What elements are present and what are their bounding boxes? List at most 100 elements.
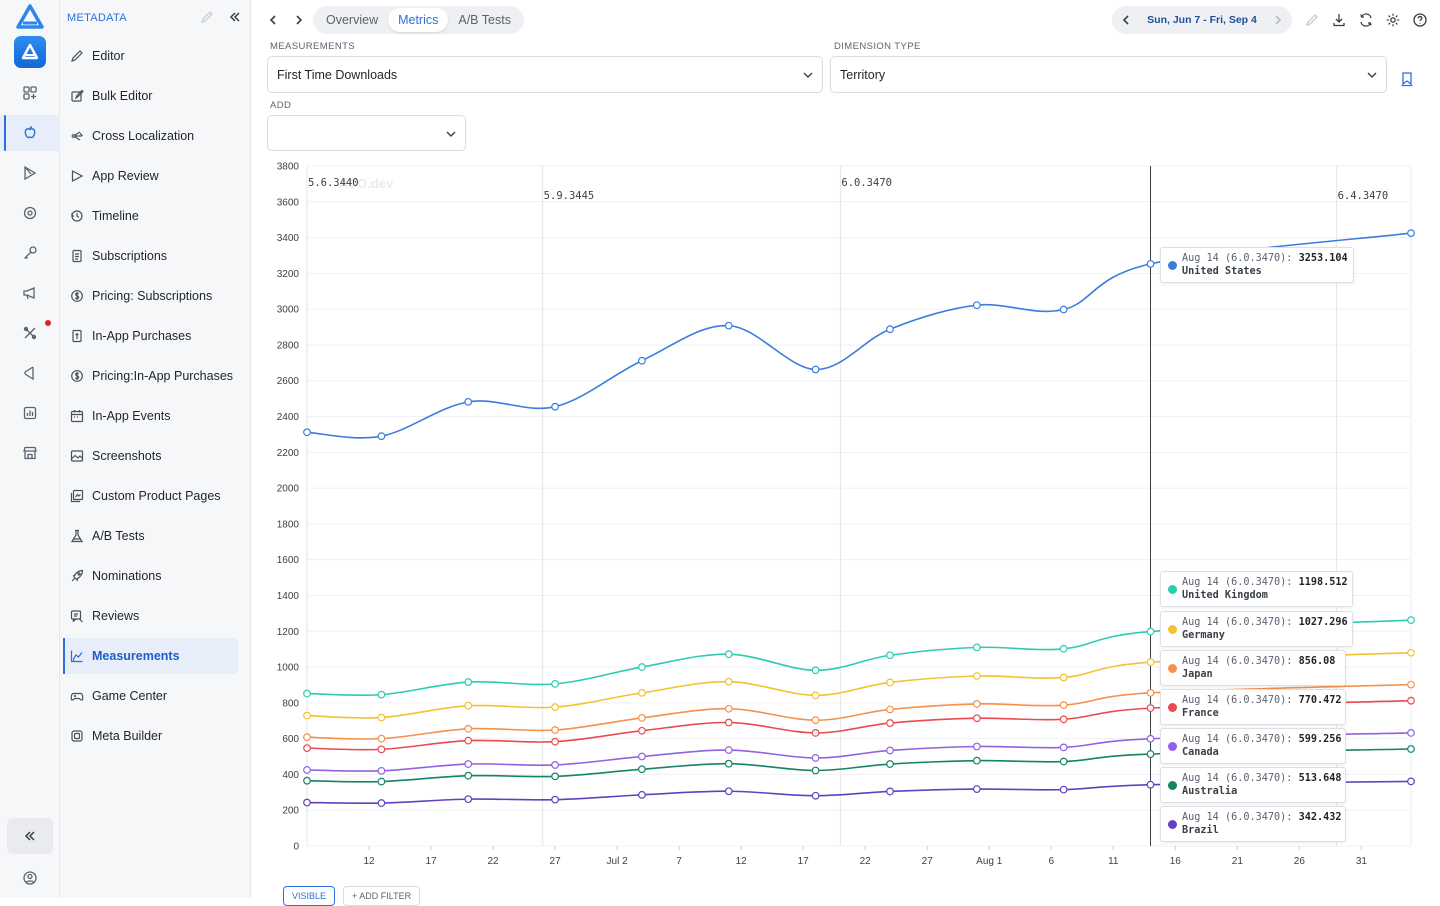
- sidebar-item-in-app-events[interactable]: In-App Events: [64, 398, 238, 434]
- tab-metrics[interactable]: Metrics: [388, 8, 449, 32]
- sidebar-item-label: In-App Events: [92, 409, 171, 423]
- x-tick-label: 22: [860, 856, 872, 867]
- sidebar-item-label: Timeline: [92, 209, 139, 223]
- sidebar-item-editor[interactable]: Editor: [64, 38, 238, 74]
- date-range-picker[interactable]: Sun, Jun 7 - Fri, Sep 4: [1112, 6, 1292, 34]
- dimension-type-label: DIMENSION TYPE: [834, 41, 921, 52]
- sidebar-header: METADATA: [67, 12, 127, 24]
- sidebar-item-app-review[interactable]: App Review: [64, 158, 238, 194]
- bookmark-icon[interactable]: [1400, 71, 1414, 87]
- menu-item-icon: [71, 170, 84, 182]
- visible-filter-button[interactable]: VISIBLE: [283, 886, 336, 906]
- y-tick-label: 200: [282, 806, 299, 817]
- apple-icon[interactable]: [0, 115, 60, 151]
- sidebar-item-meta-builder[interactable]: Meta Builder: [64, 718, 238, 754]
- sidebar-item-pricing-in-app-purchases[interactable]: Pricing:In-App Purchases: [64, 358, 238, 394]
- data-point: [377, 799, 386, 807]
- data-point: [464, 724, 473, 733]
- google-play-icon[interactable]: [0, 155, 60, 191]
- data-point: [377, 745, 386, 754]
- tab-ab-tests[interactable]: A/B Tests: [458, 13, 511, 27]
- megaphone-icon[interactable]: [0, 275, 60, 311]
- data-point: [1407, 648, 1415, 657]
- app-store-icon[interactable]: [14, 36, 46, 68]
- add-label: ADD: [270, 100, 292, 111]
- sidebar-item-game-center[interactable]: Game Center: [64, 678, 238, 714]
- sidebar-item-timeline[interactable]: Timeline: [64, 198, 238, 234]
- apps-grid-icon[interactable]: [0, 75, 60, 111]
- data-point: [724, 677, 733, 686]
- data-point: [638, 726, 646, 735]
- data-point: [972, 672, 981, 680]
- measurements-select[interactable]: First Time Downloads: [267, 56, 823, 93]
- previous-period-icon[interactable]: [1120, 14, 1132, 26]
- data-point: [886, 651, 894, 660]
- vscode-icon[interactable]: [0, 355, 60, 391]
- version-label: 6.0.3470: [841, 177, 892, 189]
- settings-gear-icon[interactable]: [1385, 12, 1401, 28]
- data-point: [1059, 785, 1068, 794]
- pencil-icon[interactable]: [200, 10, 214, 24]
- tooltip-united-states: Aug 14 (6.0.3470): 3253.104 United States: [1160, 247, 1354, 283]
- tooltip-version: 6.0.3470: [1231, 773, 1281, 784]
- y-tick-label: 3800: [277, 162, 300, 173]
- data-point: [811, 691, 820, 700]
- account-icon[interactable]: [0, 860, 60, 896]
- radar-icon[interactable]: [0, 195, 60, 231]
- edit-icon[interactable]: [1304, 12, 1320, 28]
- data-point: [724, 759, 733, 768]
- sidebar-item-cross-localization[interactable]: Cross Localization: [64, 118, 238, 154]
- forward-arrow-icon[interactable]: [289, 10, 309, 30]
- data-point: [551, 737, 559, 746]
- tooltip-date: Aug 14: [1182, 253, 1219, 264]
- collapse-sidebar-icon[interactable]: [228, 10, 242, 24]
- measurements-chart: 0 200 400 600 800 1000 1200 1400 1600 1800 2000 220…: [251, 152, 1440, 882]
- help-icon[interactable]: [1412, 12, 1428, 28]
- tooltip-value: 1027.296: [1298, 617, 1348, 628]
- sidebar-item-custom-product-pages[interactable]: Custom Product Pages: [64, 478, 238, 514]
- y-tick-label: 2400: [277, 412, 300, 423]
- sidebar-item-bulk-editor[interactable]: Bulk Editor: [64, 78, 238, 114]
- tooltip-country: Australia: [1182, 786, 1238, 797]
- x-tick-label: 12: [736, 856, 748, 867]
- refresh-icon[interactable]: [1358, 12, 1374, 28]
- sidebar-item-label: Subscriptions: [92, 249, 168, 263]
- tab-overview[interactable]: Overview: [326, 13, 379, 27]
- sidebar-item-screenshots[interactable]: Screenshots: [64, 438, 238, 474]
- sidebar-item-measurements[interactable]: Measurements: [63, 638, 238, 674]
- view-tabs: Overview Metrics A/B Tests: [313, 6, 524, 34]
- download-icon[interactable]: [1331, 12, 1347, 28]
- sidebar-item-pricing-subscriptions[interactable]: Pricing: Subscriptions: [64, 278, 238, 314]
- dimension-type-select[interactable]: Territory: [830, 56, 1387, 93]
- sidebar-item-nominations[interactable]: Nominations: [64, 558, 238, 594]
- data-point: [551, 703, 559, 712]
- tools-icon[interactable]: [0, 315, 60, 351]
- data-point: [1059, 673, 1068, 682]
- tooltip-date: Aug 14: [1182, 656, 1219, 667]
- series-color-dot: [1168, 781, 1177, 790]
- data-point: [972, 700, 981, 708]
- data-point: [811, 754, 820, 762]
- data-point: [724, 650, 733, 659]
- back-arrow-icon[interactable]: [263, 10, 283, 30]
- menu-item-icon: [71, 131, 83, 141]
- store-icon[interactable]: [0, 435, 60, 471]
- tooltip-date: Aug 14: [1182, 617, 1219, 628]
- key-icon[interactable]: [0, 235, 60, 271]
- analytics-icon[interactable]: [0, 395, 60, 431]
- rail-collapse-icon[interactable]: [7, 818, 53, 854]
- add-filter-button[interactable]: + ADD FILTER: [343, 886, 421, 906]
- next-period-icon[interactable]: [1272, 14, 1284, 26]
- sidebar-item-a-b-tests[interactable]: A/B Tests: [64, 518, 238, 554]
- data-point: [886, 746, 894, 755]
- sidebar-item-reviews[interactable]: Reviews: [64, 598, 238, 634]
- tooltip-country: France: [1182, 708, 1219, 719]
- data-point: [811, 791, 820, 800]
- tooltip-value: 342.432: [1298, 812, 1342, 823]
- menu-item-icon: [71, 290, 83, 302]
- sidebar-item-subscriptions[interactable]: Subscriptions: [64, 238, 238, 274]
- data-point: [1146, 780, 1155, 789]
- add-select[interactable]: [267, 115, 466, 151]
- x-tick-label: 11: [1108, 856, 1119, 867]
- sidebar-item-in-app-purchases[interactable]: In-App Purchases: [64, 318, 238, 354]
